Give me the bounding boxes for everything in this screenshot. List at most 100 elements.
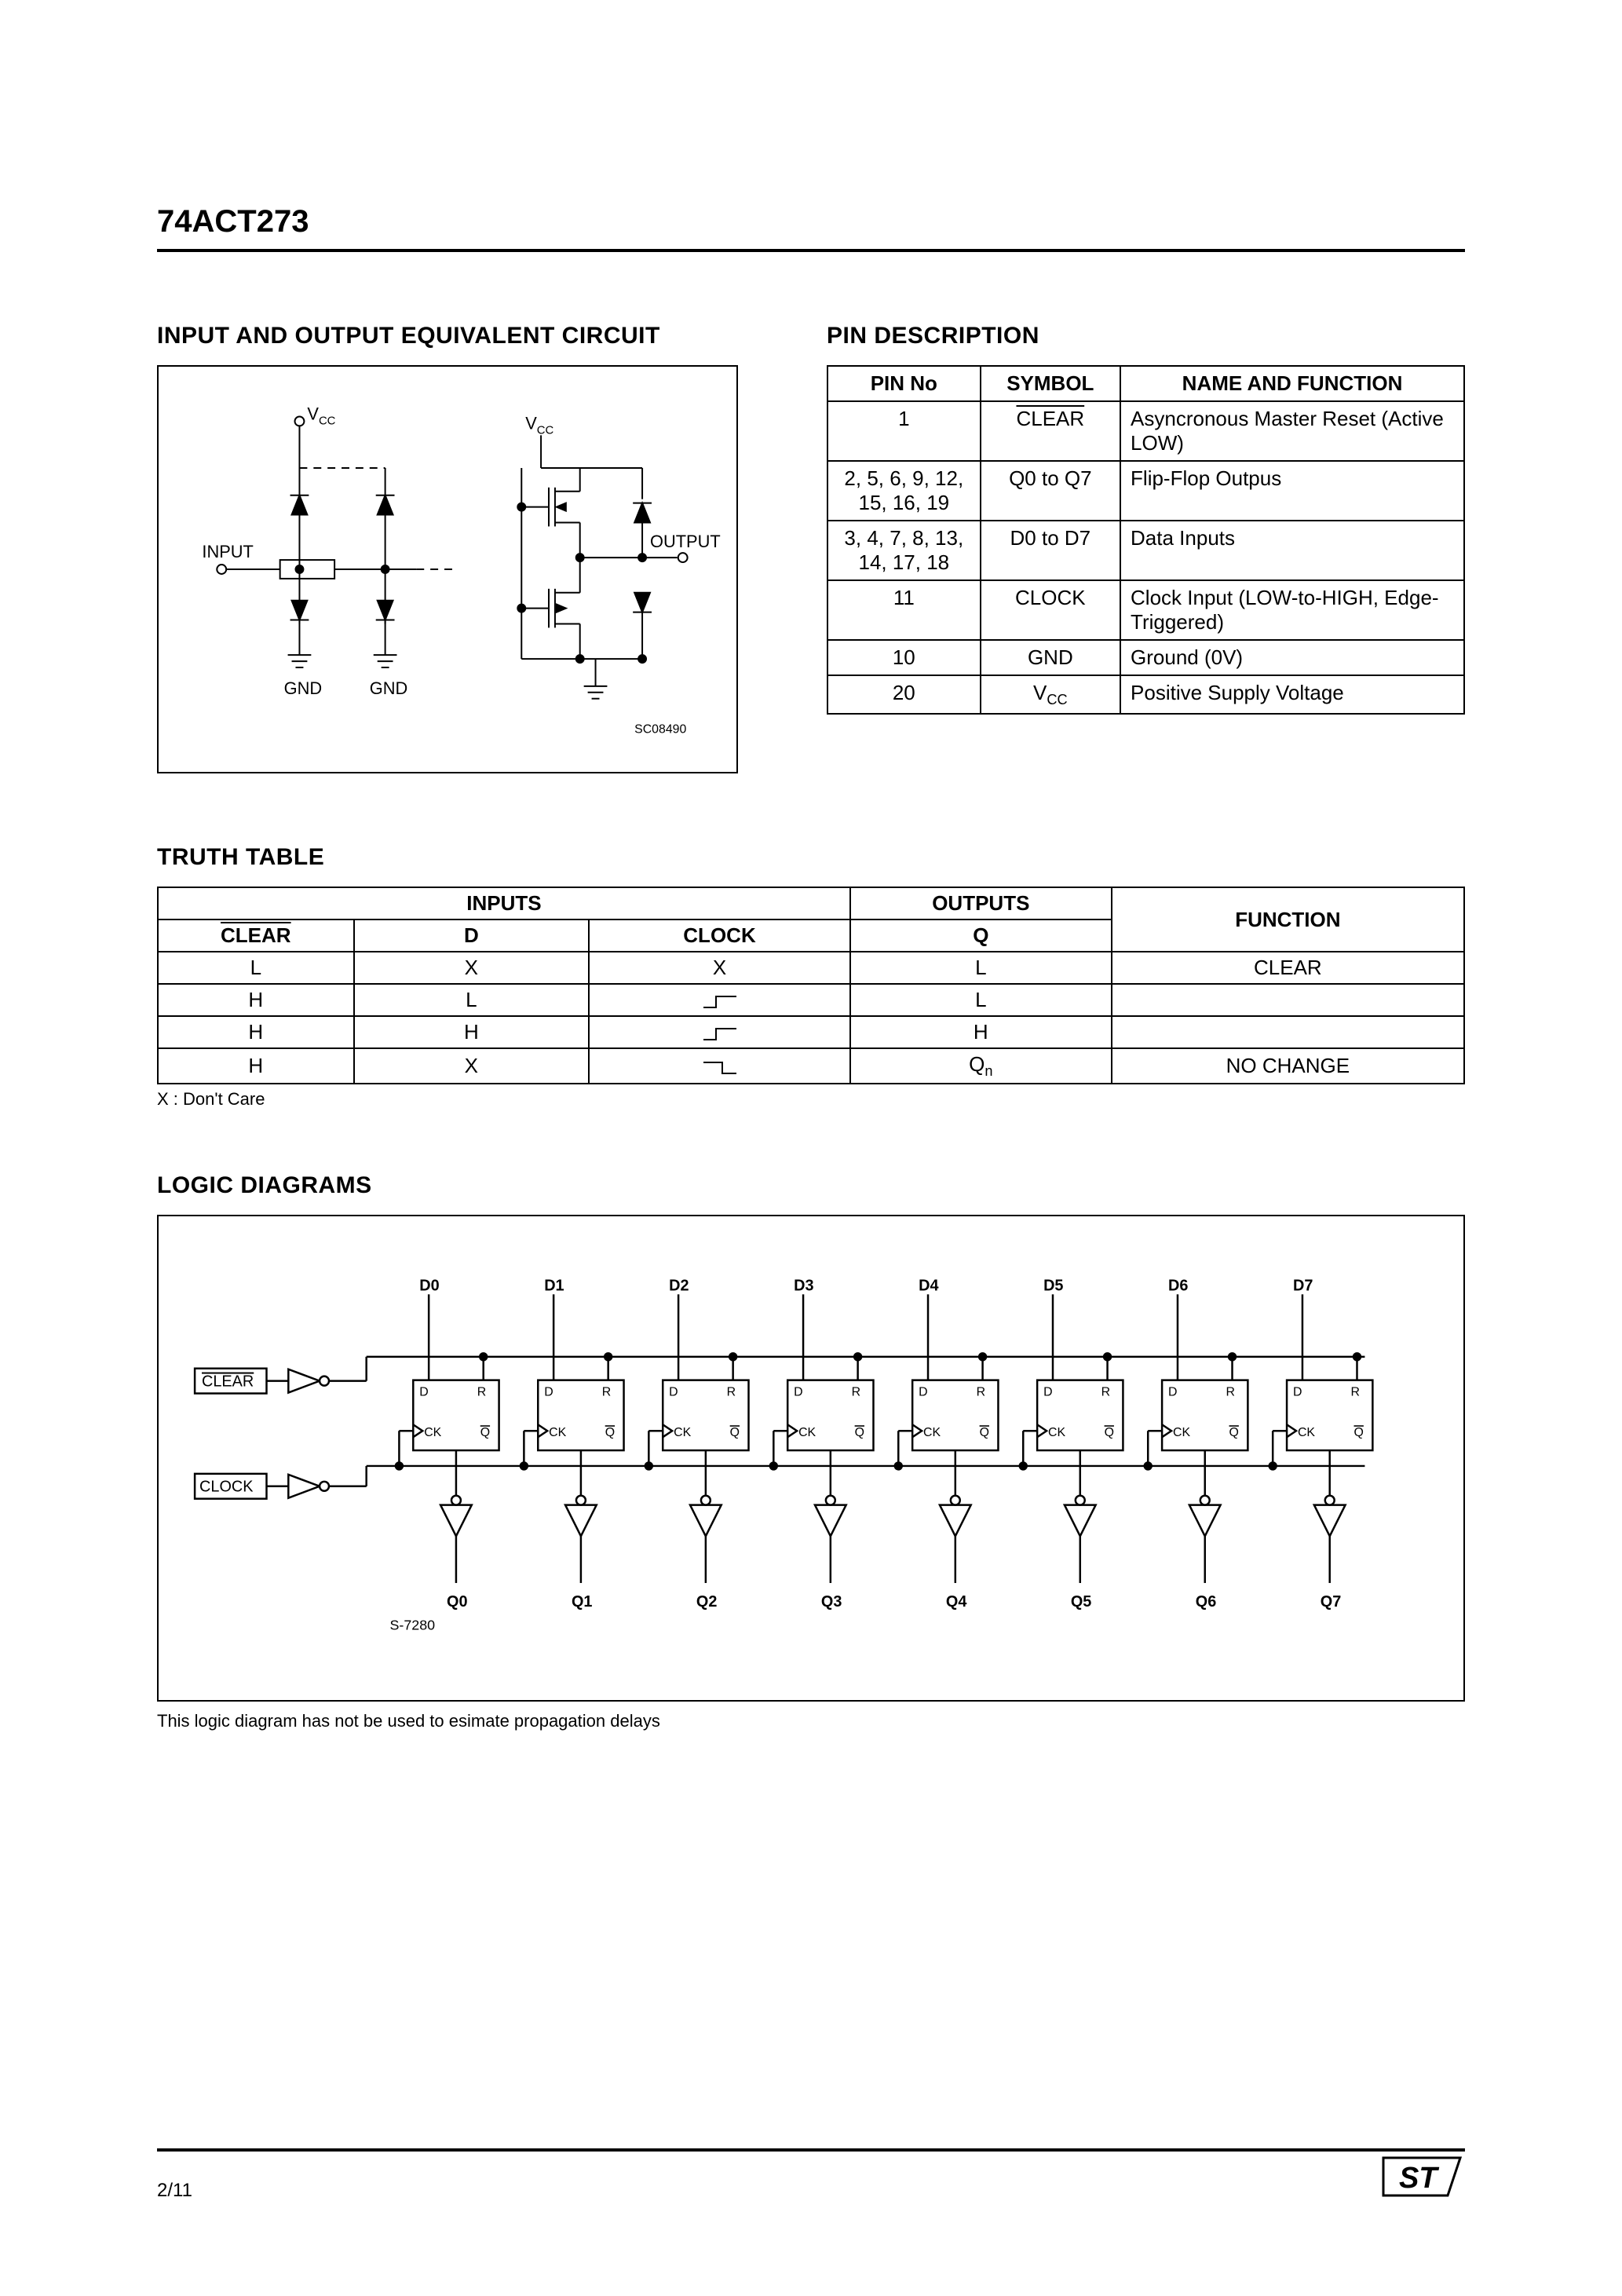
svg-text:Q: Q — [980, 1426, 989, 1439]
cell: X — [589, 952, 850, 984]
svg-text:Q: Q — [1229, 1426, 1239, 1439]
pin-cell: 1 — [827, 401, 981, 461]
table-row: 11 CLOCK Clock Input (LOW-to-HIGH, Edge-… — [827, 580, 1464, 640]
svg-text:R: R — [1226, 1386, 1235, 1399]
svg-text:Q5: Q5 — [1071, 1593, 1092, 1610]
svg-text:D: D — [669, 1386, 678, 1399]
svg-text:R: R — [727, 1386, 736, 1399]
d-header: D — [354, 919, 590, 952]
svg-text:R: R — [602, 1386, 611, 1399]
pin-cell: 20 — [827, 675, 981, 714]
svg-text:D4: D4 — [919, 1278, 938, 1295]
svg-text:Q: Q — [1354, 1426, 1364, 1439]
svg-text:Q6: Q6 — [1196, 1593, 1217, 1610]
pin-description-column: PIN DESCRIPTION PIN No SYMBOL NAME AND F… — [827, 323, 1465, 773]
symbol-cell: CLEAR — [981, 401, 1120, 461]
table-row: 10 GND Ground (0V) — [827, 640, 1464, 675]
clear-header: CLEAR — [158, 919, 354, 952]
cell — [1112, 984, 1464, 1016]
svg-text:D1: D1 — [544, 1278, 564, 1295]
cell: H — [158, 1048, 354, 1084]
svg-text:D: D — [1168, 1386, 1177, 1399]
clock-label: CLOCK — [199, 1479, 254, 1496]
svg-text:D6: D6 — [1168, 1278, 1188, 1295]
clock-edge-cell — [589, 1048, 850, 1084]
svg-text:D3: D3 — [794, 1278, 813, 1295]
cell: NO CHANGE — [1112, 1048, 1464, 1084]
svg-text:Q2: Q2 — [696, 1593, 718, 1610]
cell — [1112, 1016, 1464, 1048]
svg-text:D: D — [919, 1386, 927, 1399]
clock-header: CLOCK — [589, 919, 850, 952]
clear-label: CLEAR — [202, 1373, 254, 1391]
st-logo: ST — [1379, 2152, 1465, 2202]
svg-text:R: R — [1351, 1386, 1360, 1399]
cell: X — [354, 1048, 590, 1084]
cell: H — [158, 984, 354, 1016]
logic-diagram-heading: LOGIC DIAGRAMS — [157, 1172, 1465, 1199]
table-row: 3, 4, 7, 8, 13, 14, 17, 18 D0 to D7 Data… — [827, 521, 1464, 580]
svg-text:Q7: Q7 — [1321, 1593, 1342, 1610]
svg-text:CK: CK — [674, 1426, 691, 1439]
svg-text:CK: CK — [1173, 1426, 1190, 1439]
cell: L — [158, 952, 354, 984]
svg-text:Q: Q — [605, 1426, 615, 1439]
truth-table-section: TRUTH TABLE INPUTS OUTPUTS FUNCTION CLEA… — [157, 844, 1465, 1110]
svg-text:Q: Q — [730, 1426, 740, 1439]
svg-text:CK: CK — [798, 1426, 816, 1439]
svg-text:Q0: Q0 — [447, 1593, 468, 1610]
circuit-column: INPUT AND OUTPUT EQUIVALENT CIRCUIT — [157, 323, 795, 773]
table-row: H H H — [158, 1016, 1464, 1048]
pin-description-heading: PIN DESCRIPTION — [827, 323, 1465, 349]
name-function-header: NAME AND FUNCTION — [1120, 366, 1464, 401]
svg-text:CK: CK — [1048, 1426, 1065, 1439]
function-header: FUNCTION — [1112, 887, 1464, 952]
equivalent-circuit-diagram: VCC VCC INPUT OUTPUT GND GND SC08490 — [157, 365, 738, 773]
func-cell: Flip-Flop Outpus — [1120, 461, 1464, 521]
logic-diagram-section: LOGIC DIAGRAMS CLEAR CLOCK — [157, 1172, 1465, 1731]
svg-text:Q: Q — [855, 1426, 864, 1439]
func-cell: Ground (0V) — [1120, 640, 1464, 675]
clock-edge-cell — [589, 984, 850, 1016]
cell: L — [850, 984, 1112, 1016]
pin-no-header: PIN No — [827, 366, 981, 401]
symbol-cell: GND — [981, 640, 1120, 675]
svg-text:R: R — [977, 1386, 985, 1399]
svg-text:D: D — [794, 1386, 802, 1399]
cell: L — [850, 952, 1112, 984]
inputs-header: INPUTS — [158, 887, 850, 919]
symbol-header: SYMBOL — [981, 366, 1120, 401]
part-number-heading: 74ACT273 — [157, 204, 1465, 252]
gnd-label-1: GND — [284, 678, 323, 698]
logic-diagram-note: This logic diagram has not be used to es… — [157, 1711, 1465, 1731]
output-label: OUTPUT — [650, 532, 721, 551]
svg-text:Q3: Q3 — [821, 1593, 842, 1610]
truth-table-heading: TRUTH TABLE — [157, 844, 1465, 871]
svg-text:D: D — [1293, 1386, 1302, 1399]
cell: L — [354, 984, 590, 1016]
cell: CLEAR — [1112, 952, 1464, 984]
table-row: 2, 5, 6, 9, 12, 15, 16, 19 Q0 to Q7 Flip… — [827, 461, 1464, 521]
table-row: L X X L CLEAR — [158, 952, 1464, 984]
cell: H — [354, 1016, 590, 1048]
symbol-cell: VCC — [981, 675, 1120, 714]
svg-text:D2: D2 — [669, 1278, 689, 1295]
diagram-code: S-7280 — [389, 1618, 435, 1633]
svg-text:ST: ST — [1399, 2162, 1439, 2195]
table-header-row: INPUTS OUTPUTS FUNCTION — [158, 887, 1464, 919]
svg-text:D0: D0 — [419, 1278, 439, 1295]
svg-text:Q: Q — [1105, 1426, 1114, 1439]
truth-table: INPUTS OUTPUTS FUNCTION CLEAR D CLOCK Q … — [157, 887, 1465, 1084]
logic-svg: CLEAR CLOCK — [159, 1216, 1463, 1700]
page-number: 2/11 — [157, 2174, 192, 2202]
vcc-label: VCC — [307, 404, 335, 427]
symbol-cell: CLOCK — [981, 580, 1120, 640]
symbol-cell: Q0 to Q7 — [981, 461, 1120, 521]
circuit-svg: VCC VCC INPUT OUTPUT GND GND SC08490 — [159, 367, 736, 772]
truth-table-footnote: X : Don't Care — [157, 1089, 1465, 1110]
func-cell: Asyncronous Master Reset (Active LOW) — [1120, 401, 1464, 461]
svg-text:D5: D5 — [1043, 1278, 1063, 1295]
pin-cell: 3, 4, 7, 8, 13, 14, 17, 18 — [827, 521, 981, 580]
input-label: INPUT — [202, 542, 254, 561]
clock-edge-cell — [589, 1016, 850, 1048]
